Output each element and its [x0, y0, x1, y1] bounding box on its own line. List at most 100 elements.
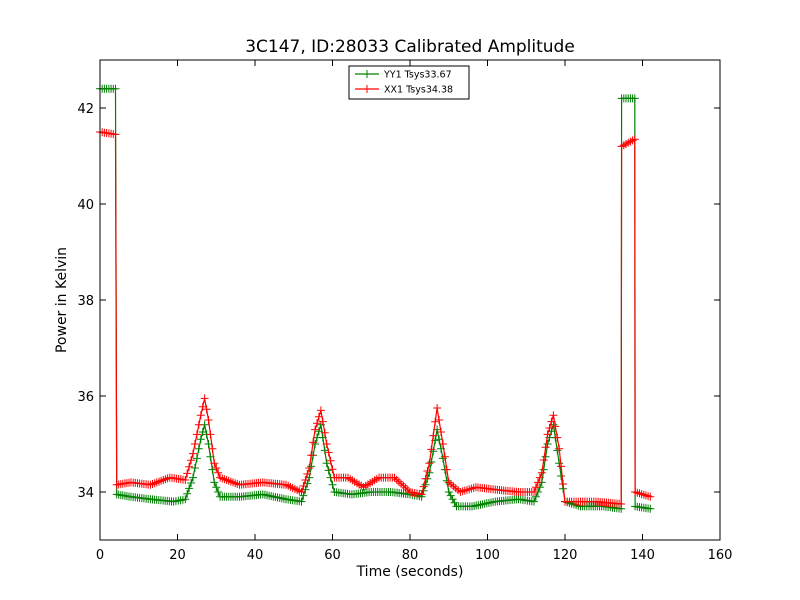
- data-point: [630, 94, 639, 103]
- data-point: [212, 464, 221, 472]
- data-point: [185, 484, 194, 493]
- data-point: [183, 489, 192, 498]
- data-point: [326, 456, 335, 465]
- data-point: [555, 444, 564, 453]
- chart-title: 3C147, ID:28033 Calibrated Amplitude: [245, 37, 575, 57]
- legend-box: [348, 65, 470, 100]
- data-point: [297, 488, 306, 496]
- data-point: [530, 497, 538, 506]
- data-point: [530, 488, 538, 496]
- data-point: [187, 456, 196, 465]
- data-point: [537, 468, 546, 477]
- series-markers: [96, 128, 655, 508]
- legend-marker: [363, 70, 371, 78]
- data-point: [433, 404, 442, 412]
- data-point: [450, 498, 459, 507]
- data-point: [314, 427, 323, 436]
- x-tick-label: 80: [402, 548, 419, 563]
- data-point: [427, 458, 436, 466]
- data-point: [324, 466, 333, 475]
- x-tick-label: 20: [169, 548, 186, 563]
- data-point: [299, 482, 308, 490]
- data-point: [183, 469, 192, 478]
- data-point: [307, 462, 316, 471]
- y-tick-label: 38: [77, 294, 94, 309]
- data-point: [200, 394, 209, 403]
- legend-label: XX1 Tsys34.38: [384, 85, 453, 96]
- data-point: [646, 492, 655, 501]
- x-tick-label: 120: [553, 548, 578, 563]
- data-point: [559, 480, 568, 488]
- data-point: [549, 411, 558, 420]
- data-point: [324, 448, 333, 457]
- data-point: [446, 491, 455, 500]
- data-point: [218, 474, 227, 483]
- data-point: [190, 440, 199, 448]
- series-line: [100, 88, 651, 510]
- data-point: [639, 490, 648, 499]
- data-point: [535, 473, 544, 482]
- data-point: [458, 487, 467, 496]
- y-tick-label: 36: [77, 390, 94, 405]
- data-point: [442, 476, 451, 485]
- data-point: [421, 474, 430, 483]
- x-tick-label: 140: [630, 548, 655, 563]
- data-point: [539, 465, 548, 474]
- data-point: [320, 446, 329, 455]
- data-point: [435, 416, 444, 424]
- data-point: [313, 419, 321, 428]
- data-point: [187, 479, 196, 487]
- data-point: [533, 478, 542, 487]
- data-point: [437, 428, 445, 436]
- data-point: [202, 405, 211, 414]
- x-tick-label: 60: [324, 548, 341, 563]
- plot-area: [96, 84, 655, 513]
- y-tick-label: 42: [77, 102, 94, 117]
- x-axis-title: Time (seconds): [356, 564, 464, 580]
- data-point: [429, 431, 438, 440]
- data-point: [322, 440, 331, 448]
- data-point: [531, 492, 540, 501]
- data-point: [617, 500, 626, 508]
- data-point: [111, 84, 120, 93]
- data-point: [206, 430, 215, 439]
- data-point: [159, 476, 168, 484]
- axis-ticks: 0 20 40 60 80 100 120 140 160 34 36 38 40 42: [77, 60, 732, 563]
- data-point: [557, 462, 566, 471]
- data-point: [226, 477, 235, 486]
- data-point: [531, 483, 540, 492]
- data-point: [541, 443, 550, 452]
- data-point: [427, 445, 436, 454]
- data-point: [192, 454, 201, 463]
- data-point: [641, 491, 650, 500]
- data-point: [208, 444, 217, 453]
- data-point: [214, 468, 223, 477]
- data-point: [448, 495, 457, 504]
- data-point: [423, 467, 432, 475]
- data-point: [210, 478, 219, 487]
- data-point: [146, 480, 155, 489]
- data-point: [543, 440, 552, 448]
- data-point: [212, 483, 221, 492]
- data-point: [189, 473, 197, 482]
- data-point: [539, 456, 548, 464]
- data-point: [155, 477, 163, 486]
- data-point: [189, 449, 197, 458]
- data-point: [318, 417, 327, 426]
- data-point: [196, 435, 205, 444]
- data-point: [465, 485, 474, 494]
- x-tick-label: 0: [96, 548, 104, 563]
- data-point: [644, 492, 653, 501]
- data-point: [425, 459, 434, 468]
- data-point: [635, 489, 644, 498]
- data-point: [545, 424, 554, 432]
- data-point: [440, 452, 449, 461]
- data-point: [299, 491, 308, 500]
- data-point: [231, 479, 240, 488]
- data-point: [637, 490, 646, 499]
- data-point: [438, 440, 447, 448]
- data-point: [543, 430, 552, 439]
- data-point: [181, 476, 190, 484]
- data-point: [320, 428, 329, 437]
